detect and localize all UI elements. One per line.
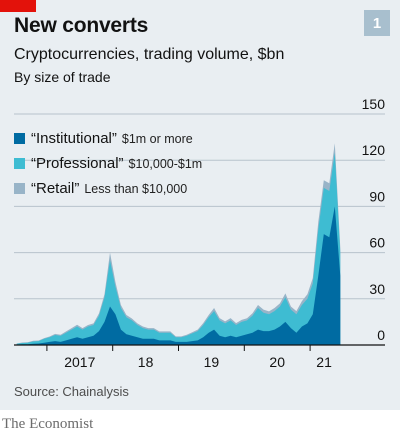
legend-swatch-professional — [14, 158, 25, 169]
chart-number-badge: 1 — [364, 10, 390, 36]
y-tick-30: 30 — [369, 281, 385, 297]
chart-title: New converts — [14, 14, 149, 37]
x-tick-label-21: 21 — [316, 354, 332, 370]
y-tick-120: 120 — [362, 142, 386, 158]
x-tick-label-19: 19 — [204, 354, 220, 370]
legend-swatch-retail — [14, 183, 25, 194]
chart-subtitle: Cryptocurrencies, trading volume, $bn — [14, 46, 285, 63]
legend-range-retail: Less than $10,000 — [84, 182, 188, 196]
legend-item-professional: “Professional” $10,000-$1m — [14, 155, 274, 172]
area-institutional — [16, 206, 341, 345]
legend-label-professional: “Professional” — [31, 155, 124, 172]
legend-item-institutional: “Institutional” $1m or more — [14, 130, 274, 147]
legend-label-institutional: “Institutional” — [31, 130, 117, 147]
legend-label-retail: “Retail” — [31, 180, 80, 197]
legend-range-professional: $10,000-$1m — [128, 157, 203, 171]
x-tick-label-20: 20 — [269, 354, 285, 370]
chart-card: New converts Cryptocurrencies, trading v… — [0, 0, 400, 410]
legend-range-institutional: $1m or more — [121, 132, 193, 146]
publisher-wordmark: The Economist — [2, 416, 94, 432]
source-note: Source: Chainalysis — [14, 384, 129, 399]
x-tick-label-2017: 2017 — [64, 354, 95, 370]
chart-subtitle-by-size: By size of trade — [14, 69, 111, 85]
legend-item-retail: “Retail” Less than $10,000 — [14, 180, 274, 197]
y-tick-90: 90 — [369, 188, 385, 204]
brand-red-tag — [0, 0, 36, 12]
y-tick-0: 0 — [377, 327, 385, 343]
legend-swatch-institutional — [14, 133, 25, 144]
x-tick-label-18: 18 — [138, 354, 154, 370]
stacked-area-plot: 0 30 60 90 120 150 2017 18 19 20 21 — [14, 96, 386, 370]
y-tick-60: 60 — [369, 235, 385, 251]
y-tick-150: 150 — [362, 96, 386, 112]
